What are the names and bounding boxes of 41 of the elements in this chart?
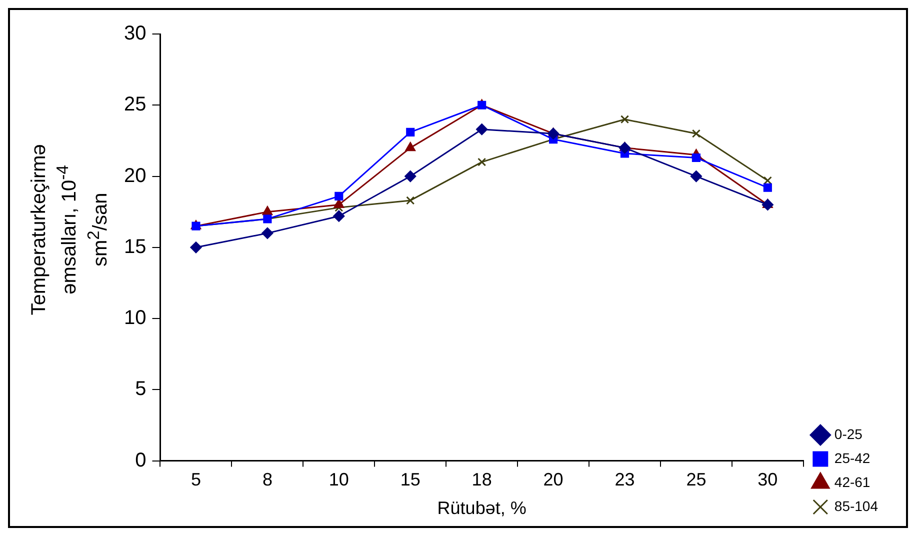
- legend-label: 42-61: [834, 474, 870, 490]
- point: [478, 158, 486, 166]
- x-tick-label: 5: [190, 470, 201, 490]
- point: [405, 142, 416, 152]
- legend-label: 85-104: [834, 498, 878, 514]
- point: [406, 128, 415, 136]
- x-axis-title: Rütubət, %: [437, 498, 526, 518]
- point: [190, 242, 202, 254]
- x-tick-label: 8: [262, 470, 272, 490]
- x-tick-label: 10: [328, 470, 349, 490]
- point: [406, 196, 415, 205]
- point: [692, 153, 700, 162]
- y-tick-label: 0: [135, 449, 146, 472]
- legend-label: 25-42: [834, 450, 870, 466]
- point: [334, 203, 344, 212]
- point: [548, 128, 560, 140]
- point: [476, 124, 488, 136]
- x-tick-label: 25: [686, 470, 706, 490]
- point: [762, 198, 774, 210]
- x-tick-label: 23: [614, 470, 635, 490]
- legend-label: 0-25: [834, 426, 863, 442]
- point: [262, 227, 274, 239]
- point: [333, 210, 345, 222]
- x-tick-label: 18: [472, 470, 492, 490]
- point: [334, 192, 344, 200]
- x-tick-label: 20: [543, 470, 564, 490]
- y-tick-label: 20: [124, 164, 146, 187]
- y-tick-label: 10: [124, 307, 146, 330]
- point: [262, 206, 273, 216]
- point: [692, 129, 700, 138]
- point: [619, 142, 630, 154]
- y-tick-label: 5: [135, 378, 146, 400]
- y-tick-label: 30: [124, 22, 146, 45]
- x-tick-label: 15: [400, 470, 420, 490]
- point: [690, 170, 702, 182]
- point: [404, 170, 416, 182]
- x-tick-label: 30: [758, 470, 778, 490]
- y-tick-label: 15: [124, 236, 146, 258]
- point: [763, 183, 772, 192]
- y-tick-label: 25: [124, 94, 146, 116]
- point: [620, 115, 630, 124]
